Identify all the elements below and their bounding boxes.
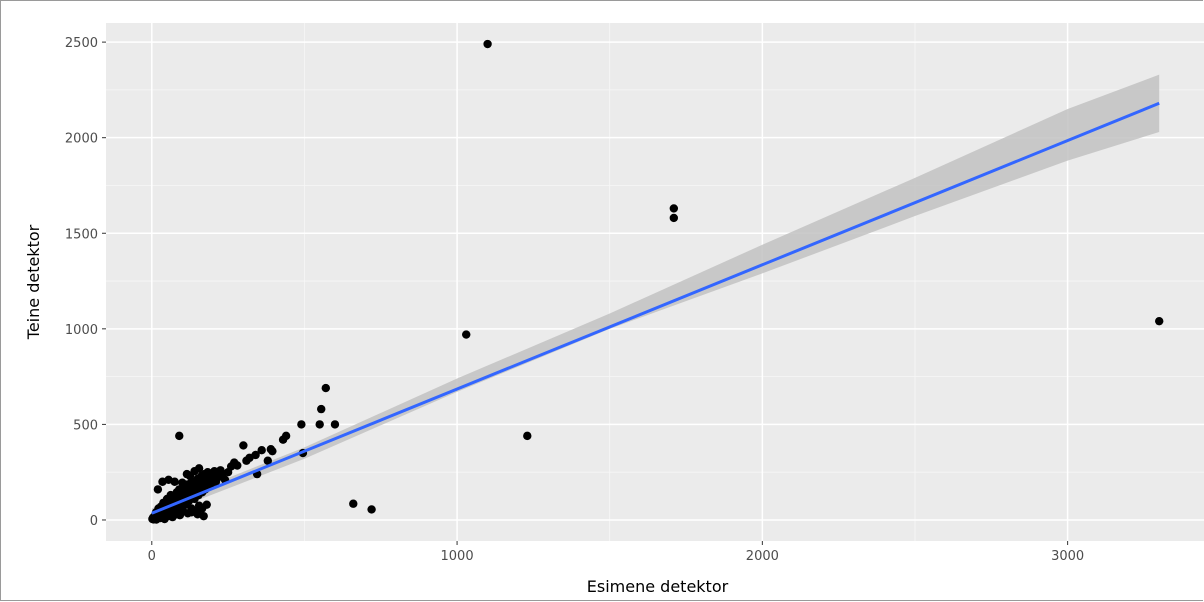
y-axis-title: Teine detektor (24, 224, 43, 340)
data-point (523, 431, 532, 441)
data-point (1155, 316, 1164, 326)
data-point (194, 464, 204, 473)
regression-line (151, 101, 1160, 515)
data-point (257, 446, 266, 455)
data-point (462, 330, 471, 339)
data-point (251, 450, 260, 460)
confidence-band (151, 74, 1160, 519)
data-point (669, 213, 679, 223)
data-point (153, 485, 163, 494)
data-point (263, 456, 272, 465)
y-axis-ticks: 0 500 1000 1500 2000 2500 (65, 36, 106, 529)
data-point (483, 39, 492, 49)
y-tick-label: 0 (90, 514, 98, 529)
x-axis-title: Esimene detektor (587, 577, 729, 596)
data-point (281, 431, 291, 441)
data-point (268, 446, 277, 456)
y-tick-label: 2000 (65, 132, 98, 147)
data-point (349, 499, 358, 508)
x-tick-label: 1000 (441, 549, 474, 564)
data-point (317, 404, 326, 414)
y-tick-label: 1500 (65, 227, 98, 242)
data-point (175, 431, 184, 441)
data-point (199, 511, 208, 521)
x-axis-ticks: 0 1000 2000 3000 (148, 541, 1084, 564)
y-tick-label: 2500 (65, 36, 98, 51)
grid-minor (106, 23, 1204, 541)
x-tick-label: 2000 (746, 549, 779, 564)
data-point (315, 420, 324, 429)
data-point (233, 461, 242, 470)
data-point (202, 500, 211, 509)
data-point (297, 420, 306, 429)
data-point (669, 204, 679, 213)
grid-major (106, 23, 1204, 541)
x-tick-label: 3000 (1051, 549, 1084, 564)
data-point (330, 420, 340, 429)
data-point (239, 441, 248, 450)
y-tick-label: 500 (73, 418, 98, 433)
x-tick-label: 0 (148, 549, 156, 564)
data-point (170, 477, 179, 486)
data-point (321, 383, 330, 393)
data-point (367, 505, 376, 514)
data-point (178, 478, 187, 487)
y-tick-label: 1000 (65, 323, 98, 338)
